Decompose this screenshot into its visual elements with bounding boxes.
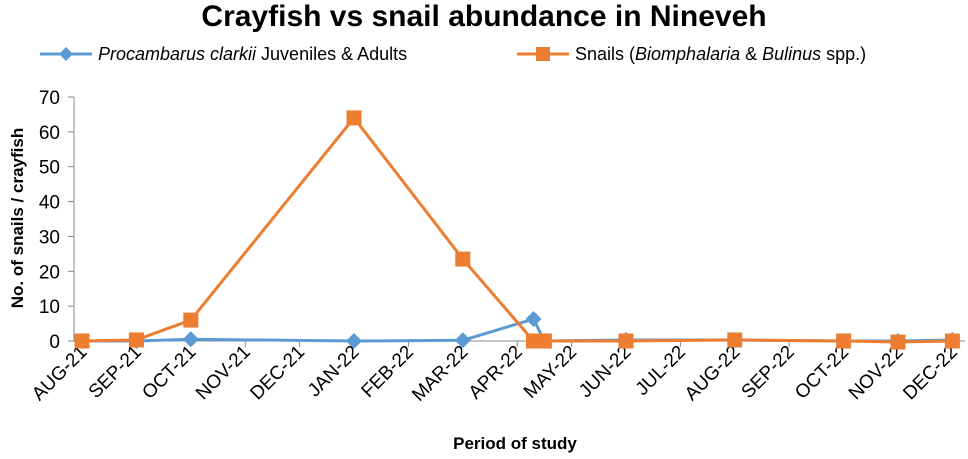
legend-label-snails-part4: Bulinus	[762, 43, 822, 64]
x-tick-label: OCT-21	[138, 342, 200, 404]
x-tick-label: JUN-22	[575, 342, 635, 402]
y-tick-label: 40	[39, 193, 60, 214]
chart-title: Crayfish vs snail abundance in Nineveh	[201, 0, 767, 33]
y-tick-label: 60	[39, 123, 60, 144]
legend-label-snails-part2: Biomphalaria	[635, 43, 741, 64]
legend-item-crayfish: Procambarus clarkii Juveniles & Adults	[38, 42, 407, 66]
data-point-snails	[183, 312, 199, 328]
x-tick-label: FEB-22	[358, 342, 418, 402]
data-point-snails	[536, 333, 552, 349]
x-tick-label: AUG-22	[681, 342, 744, 405]
series-line-snails	[81, 116, 953, 344]
legend-label-snails-part1: Snails (	[575, 43, 636, 64]
data-point-snails	[618, 333, 634, 349]
data-point-snails	[74, 333, 90, 349]
x-tick-label: APR-22	[465, 342, 527, 404]
x-tick-label: MAR-22	[408, 342, 472, 406]
x-tick-label: OCT-22	[791, 342, 853, 404]
legend-item-snails: Snails (Biomphalaria & Bulinus spp.)	[515, 42, 866, 66]
y-tick-label: 20	[39, 262, 60, 283]
x-tick-label: SEP-22	[738, 342, 799, 403]
data-point-crayfish	[525, 311, 542, 328]
x-tick-label: NOV-22	[845, 342, 908, 405]
data-point-snails	[944, 333, 960, 349]
x-tick-label: SEP-21	[85, 342, 146, 403]
data-point-snails	[727, 332, 743, 348]
x-tick-label: DEC-21	[247, 342, 310, 405]
data-point-snails	[836, 333, 852, 349]
x-tick-label: DEC-22	[899, 342, 962, 405]
y-tick-label: 50	[39, 158, 60, 179]
data-point-crayfish	[454, 332, 471, 349]
x-tick-label: JAN-22	[304, 342, 364, 402]
y-tick-label: 0	[49, 332, 60, 353]
x-tick-label: NOV-21	[192, 342, 255, 405]
x-axis-label: Period of study	[453, 434, 577, 453]
data-point-snails	[128, 332, 144, 348]
data-point-snails	[890, 334, 906, 350]
legend-swatch-snails	[517, 47, 569, 61]
legend-label-crayfish-rest: Juveniles & Adults	[256, 43, 408, 64]
y-tick-label: 10	[39, 297, 60, 318]
data-point-crayfish	[346, 333, 362, 349]
data-point-snails	[455, 251, 471, 267]
data-point-snails	[346, 110, 362, 126]
y-tick-label: 30	[39, 227, 60, 248]
legend-label-snails-part5: spp.)	[821, 43, 867, 64]
data-point-crayfish	[182, 331, 199, 348]
y-tick-label: 70	[39, 88, 60, 109]
legend-label-snails-part3: &	[740, 43, 763, 64]
x-tick-label: MAY-22	[520, 342, 581, 403]
legend-swatch-crayfish	[40, 47, 92, 61]
legend-label-crayfish-italic: Procambarus clarkii	[98, 43, 257, 64]
